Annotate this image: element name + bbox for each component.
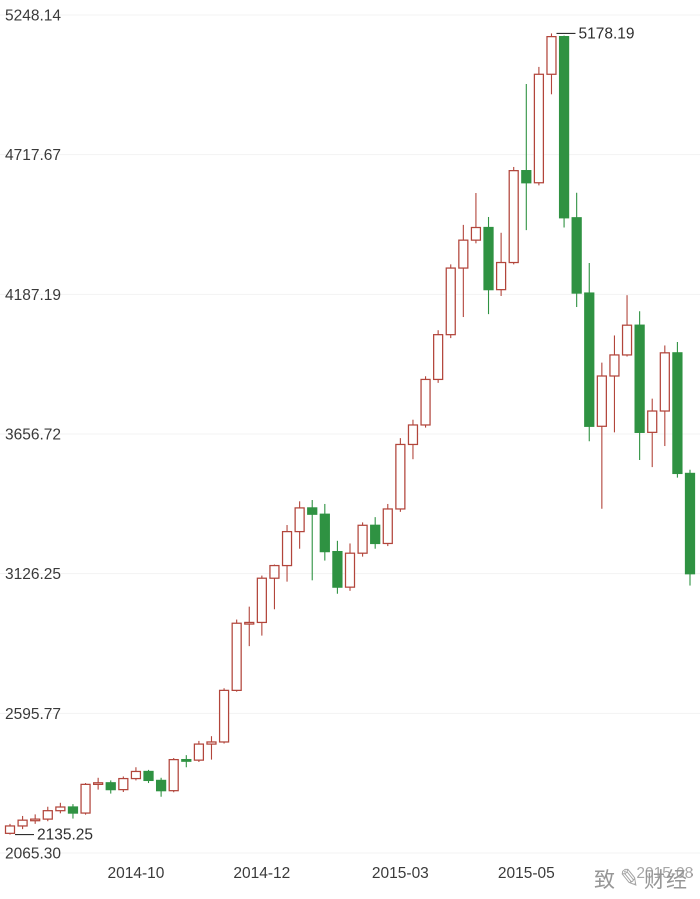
candle-up: [420, 378, 431, 426]
candle-up: [382, 508, 393, 545]
candle-up: [269, 564, 280, 579]
candle-up: [168, 758, 179, 792]
candle-up: [433, 334, 444, 381]
x-axis-label: 2014-10: [107, 865, 164, 882]
pencil-icon: ✎: [617, 863, 643, 894]
y-axis-label: 4187.19: [5, 287, 61, 304]
candle-up: [256, 577, 267, 624]
watermark: 致 ✎ 财经: [590, 862, 692, 896]
candle-up: [533, 73, 545, 184]
candle-down: [307, 507, 318, 515]
candle-down: [105, 782, 116, 791]
y-axis-label: 3126.25: [5, 566, 61, 583]
candle-up: [118, 777, 129, 791]
candle-up: [17, 819, 28, 827]
annotation-peak-value: 5178.19: [578, 25, 634, 42]
watermark-text-left: 致: [594, 869, 617, 892]
candle-down: [181, 758, 192, 762]
candle-down: [684, 472, 696, 575]
candle-up: [470, 226, 482, 241]
candle-up: [55, 806, 66, 812]
y-axis-label: 4717.67: [5, 147, 61, 164]
candle-up: [294, 507, 305, 533]
candle-up: [281, 530, 293, 567]
candle-up: [42, 810, 53, 820]
annotation-trough-value: 2135.25: [37, 827, 93, 844]
candle-up: [130, 770, 142, 780]
candle-down: [483, 226, 494, 291]
candle-up: [621, 324, 633, 356]
y-axis-label: 3656.72: [5, 427, 61, 444]
x-axis-label: 2015-05: [498, 865, 555, 882]
candle-down: [634, 324, 645, 433]
candle-down: [558, 36, 570, 219]
candle-up: [231, 622, 242, 691]
candle-down: [571, 217, 582, 294]
candle-up: [647, 410, 658, 433]
candle-up: [193, 743, 205, 761]
candle-down: [521, 170, 532, 184]
candle-up: [395, 443, 406, 510]
candle-down: [319, 513, 330, 553]
candle-up: [357, 524, 368, 554]
y-axis-label: 2065.30: [5, 846, 61, 863]
candle-up: [93, 782, 104, 786]
candle-up: [659, 352, 670, 412]
candle-down: [370, 524, 381, 545]
candle-up: [218, 689, 230, 743]
candle-up: [458, 239, 469, 269]
candle-up: [407, 424, 419, 446]
candle-down: [584, 292, 595, 427]
candle-up: [508, 170, 519, 264]
x-axis-label: 2014-12: [233, 865, 290, 882]
candle-up: [445, 267, 456, 336]
candle-up: [609, 354, 620, 377]
candle-up: [206, 741, 217, 745]
candle-up: [495, 261, 507, 291]
y-axis-label: 2595.77: [5, 706, 61, 723]
candle-up: [596, 375, 607, 427]
candle-up: [546, 36, 557, 75]
candle-up: [344, 552, 356, 588]
candle-up: [80, 783, 91, 814]
candle-up: [244, 621, 255, 625]
candle-down: [155, 779, 167, 792]
candle-down: [672, 352, 683, 475]
candle-down: [332, 550, 343, 588]
candle-up: [4, 825, 16, 834]
watermark-text-right: 财经: [644, 869, 688, 892]
candle-up: [30, 818, 41, 822]
candle-down: [67, 806, 79, 814]
y-axis-label: 5248.14: [5, 8, 61, 25]
candle-down: [143, 770, 154, 782]
x-axis-label: 2015-03: [372, 865, 429, 882]
